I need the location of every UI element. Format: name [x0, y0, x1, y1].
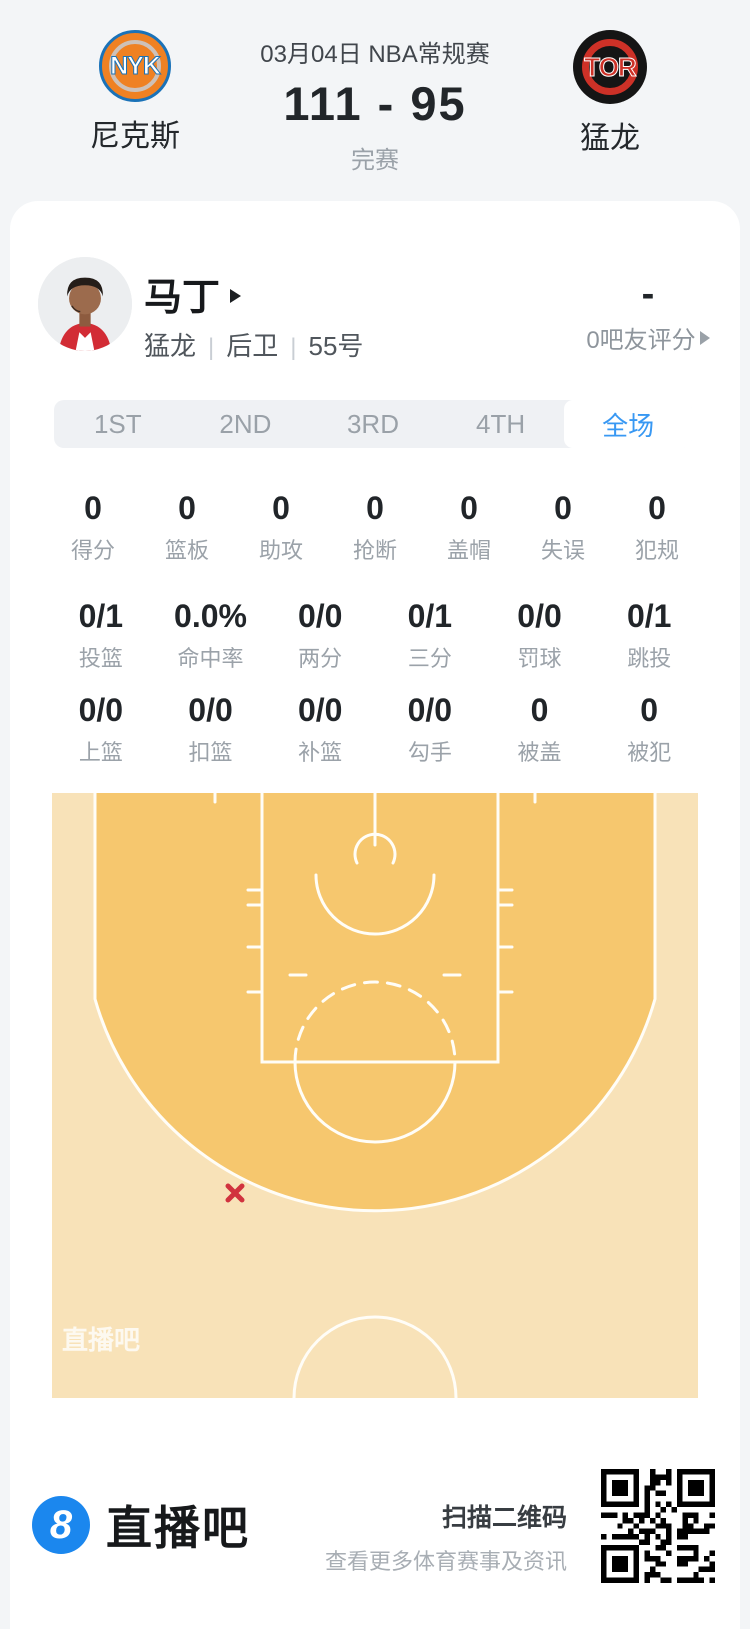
stat-row-shot-types: 0/0 上篮 0/0 扣篮 0/0 补篮 0/0 勾手 0 被盖 0 被犯: [46, 692, 704, 767]
stat-row-shooting: 0/1 投篮 0.0% 命中率 0/0 两分 0/1 三分 0/0 罚球 0/1 跳投: [46, 598, 704, 673]
qr-subtitle: 查看更多体育赛事及资讯: [324, 1549, 567, 1574]
player-team: 猛龙: [144, 331, 197, 361]
stat-putback: 0/0 补篮: [297, 692, 343, 765]
rating-value: -: [641, 273, 655, 315]
tab-full-game[interactable]: 全场: [564, 400, 692, 448]
three-point-line: [93, 793, 657, 1213]
player-photo: [38, 257, 132, 351]
separator: |: [290, 334, 297, 361]
stat-points: 0 得分: [70, 490, 115, 563]
stat-3pt: 0/1 三分: [407, 598, 453, 671]
stat-fg-pct: 0.0% 命中率: [174, 598, 247, 671]
qr-code: [601, 1469, 715, 1583]
player-info: 猛龙 | 后卫 | 55号: [144, 326, 363, 363]
tab-3rd[interactable]: 3RD: [346, 408, 399, 439]
tab-4th[interactable]: 4TH: [476, 408, 526, 439]
player-position: 后卫: [226, 331, 279, 361]
home-team-abbr: NYK: [110, 51, 162, 80]
stat-fouls: 0 犯规: [634, 490, 679, 563]
stat-hook: 0/0 勾手: [407, 692, 453, 765]
stat-dunk: 0/0 扣篮: [188, 692, 233, 765]
stat-fg: 0/1 投篮: [78, 598, 124, 671]
stat-layup: 0/0 上篮: [78, 692, 124, 765]
app-logo-badge-icon: 8: [32, 1496, 90, 1554]
tab-2nd[interactable]: 2ND: [219, 408, 272, 439]
player-number: 55号: [308, 331, 364, 361]
match-date-title: 03月04日 NBA常规赛: [260, 41, 490, 68]
player-avatar[interactable]: [38, 257, 132, 351]
stat-got-blocked: 0 被盖: [517, 692, 562, 765]
stat-steals: 0 抢断: [352, 490, 397, 563]
restricted-arc: [314, 873, 436, 936]
quarter-tabbar: 1ST 2ND 3RD 4TH 全场: [54, 400, 692, 448]
lane-hash-left: [246, 888, 264, 994]
fan-rating[interactable]: - 0吧友评分: [578, 272, 718, 355]
stat-ft: 0/0 罚球: [517, 598, 562, 671]
hoop: [353, 832, 397, 865]
center-circle: [292, 1315, 458, 1398]
shot-chart-court: 直播吧: [52, 793, 698, 1398]
stat-fouled: 0 被犯: [627, 692, 672, 765]
free-throw-circle-solid: [293, 1060, 457, 1144]
home-team-logo: NYK: [99, 30, 171, 102]
key-lane: [260, 793, 500, 1064]
court-watermark: 直播吧: [62, 1325, 140, 1355]
match-score: 111 - 95: [283, 77, 467, 130]
player-name-row[interactable]: 马丁: [144, 266, 242, 321]
stat-blocks: 0 盖帽: [446, 490, 491, 563]
app-logo-text: 直播吧: [106, 1502, 250, 1554]
away-team-logo: TOR: [573, 30, 647, 104]
rating-caret-icon: [699, 330, 710, 345]
stat-2pt: 0/0 两分: [297, 598, 343, 671]
stat-jumpshot: 0/1 跳投: [626, 598, 672, 671]
missed-shot-marker: [225, 1183, 245, 1203]
match-status: 完赛: [351, 147, 399, 174]
home-team[interactable]: NYK 尼克斯: [75, 30, 195, 155]
player-name: 马丁: [144, 277, 221, 319]
lane-hash-right: [496, 888, 514, 994]
qr-caption: 扫描二维码 查看更多体育赛事及资讯: [305, 1498, 567, 1576]
rating-label: 0吧友评分: [586, 327, 696, 354]
tab-1st[interactable]: 1ST: [93, 408, 142, 439]
stat-assists: 0 助攻: [258, 490, 303, 563]
separator: |: [208, 334, 215, 361]
away-team[interactable]: TOR 猛龙: [550, 30, 670, 157]
stat-turnovers: 0 失误: [540, 490, 585, 563]
qr-title: 扫描二维码: [441, 1504, 567, 1532]
away-team-name: 猛龙: [580, 122, 640, 155]
stat-row-basic: 0 得分 0 篮板 0 助攻 0 抢断 0 盖帽 0 失误 0 犯规: [46, 490, 704, 565]
home-team-name: 尼克斯: [90, 120, 180, 153]
free-throw-circle-dashed: [293, 980, 457, 1064]
away-team-abbr: TOR: [584, 51, 637, 82]
player-switch-caret-icon: [230, 288, 242, 303]
baseline-ticks: [213, 793, 537, 804]
stat-rebounds: 0 篮板: [164, 490, 209, 563]
app-logo[interactable]: 8 直播吧: [32, 1492, 250, 1558]
